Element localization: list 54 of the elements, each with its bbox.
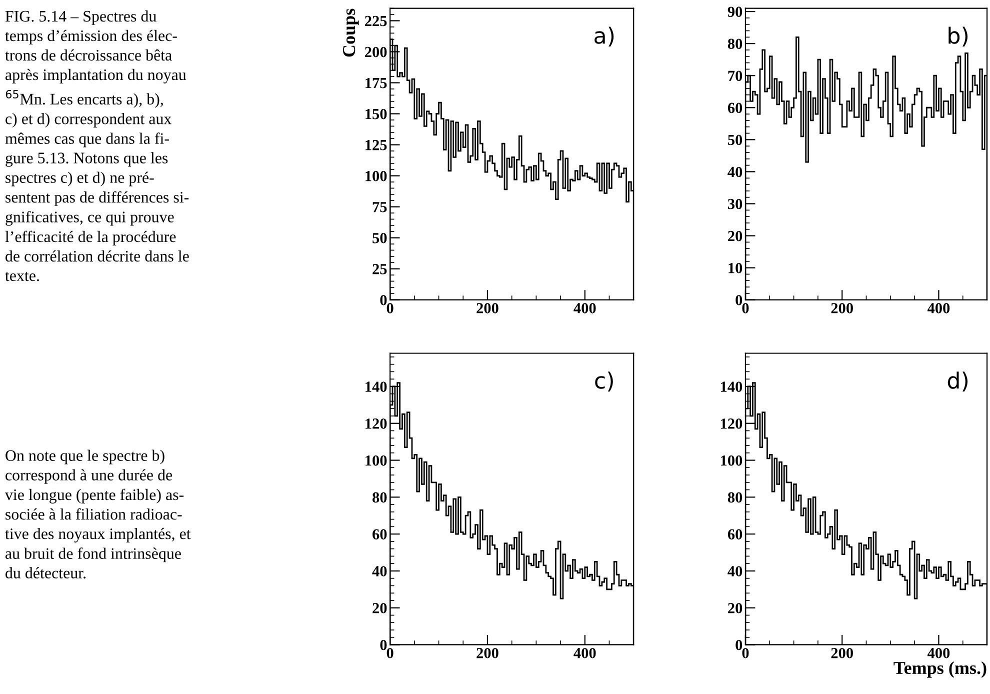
text: On note que le spectre b) correspond à une durée de vie longue (pente faible) as- sociée à la filiation radioac- tive des noyaux implantés, et au bruit de fond intrinsèque du détecteur.: [4, 450, 191, 578]
x-tick-label: 200: [831, 648, 853, 658]
x-tick-label: 400: [927, 648, 950, 658]
x-axis-title: Temps (ms.): [894, 661, 986, 678]
y-tick-label: 20: [372, 602, 387, 614]
annotation: c): [595, 372, 613, 392]
x-tick-label: 0: [386, 303, 394, 314]
annotation: a): [594, 26, 614, 47]
x-tick-label: 400: [574, 648, 596, 658]
y-tick-label: 80: [728, 38, 742, 50]
x-tick-label: 0: [742, 303, 749, 314]
y-tick-label: 80: [372, 492, 387, 503]
y-tick-label: 120: [366, 418, 387, 429]
annotation: b): [948, 26, 968, 47]
y-tick-label: 100: [721, 455, 742, 466]
y-tick-label: 10: [728, 262, 742, 274]
y-tick-label: 60: [372, 529, 387, 540]
y-axis-title: Coups: [343, 8, 359, 57]
x-tick-label: 200: [476, 303, 498, 314]
y-tick-label: 80: [728, 492, 742, 503]
annotation: d): [948, 372, 968, 392]
y-tick-label: 40: [728, 566, 742, 576]
y-tick-label: 100: [366, 170, 387, 182]
x-tick-label: 200: [476, 648, 498, 658]
x-tick-label: 400: [927, 303, 950, 314]
y-tick-label: 40: [372, 566, 387, 576]
y-tick-label: 100: [366, 455, 387, 466]
y-tick-label: 140: [366, 382, 387, 392]
y-tick-label: 200: [365, 46, 387, 58]
text: FIG. 5.14 – Spectres du temps d’émission des élec- trons de décroissance bêta après implantation du noyau $^{65}$Mn. Les encarts a), b), c) et d) correspondent aux mêmes cas que dans la fi- gure 5.13. Notons que les spectres c) et d) ne pré- sentent pas de différences si- gnificatives, ce qui prouve l’efficacité de la procédure de corrélation décrite dans le texte.: [5, 10, 189, 282]
y-tick-label: 60: [728, 529, 742, 540]
y-tick-label: 0: [380, 640, 387, 650]
y-tick-label: 0: [736, 294, 742, 306]
y-tick-label: 225: [365, 16, 387, 26]
y-tick-label: 140: [721, 382, 742, 392]
y-tick-label: 50: [372, 232, 387, 244]
y-tick-label: 0: [380, 294, 387, 306]
x-tick-label: 400: [574, 303, 596, 314]
y-tick-label: 20: [728, 602, 742, 614]
y-tick-label: 20: [728, 230, 742, 242]
y-tick-label: 125: [366, 140, 387, 150]
y-tick-label: 25: [372, 264, 387, 274]
y-tick-label: 70: [728, 70, 742, 82]
y-tick-label: 175: [366, 78, 387, 88]
x-tick-label: 200: [831, 303, 853, 314]
y-tick-label: 0: [736, 640, 742, 650]
y-tick-label: 40: [728, 166, 742, 178]
y-tick-label: 90: [728, 6, 742, 17]
y-tick-label: 75: [372, 202, 387, 212]
y-tick-label: 50: [728, 134, 742, 146]
y-tick-label: 150: [366, 108, 387, 120]
y-tick-label: 120: [721, 418, 742, 429]
y-tick-label: 30: [728, 198, 742, 210]
y-tick-label: 60: [728, 102, 742, 114]
